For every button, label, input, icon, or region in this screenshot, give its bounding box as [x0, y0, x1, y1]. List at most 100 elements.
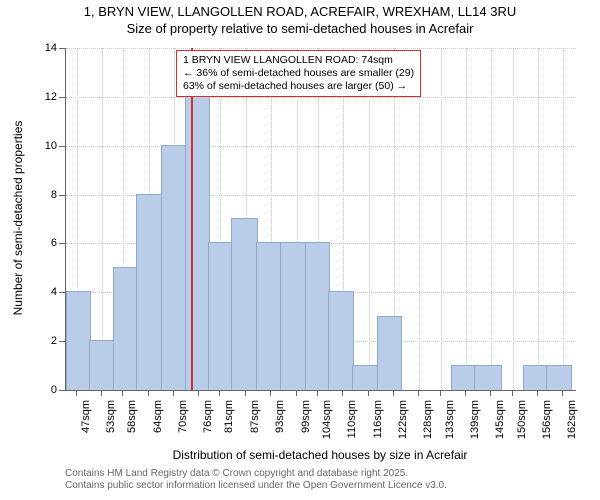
histogram-bar [474, 365, 501, 390]
marker-line [191, 48, 193, 390]
x-tick [490, 390, 491, 396]
x-tick-label: 70sqm [177, 400, 189, 448]
x-tick-label: 122sqm [397, 400, 409, 448]
x-tick [219, 390, 220, 396]
x-tick-label: 150sqm [516, 400, 528, 448]
histogram-bar [546, 365, 571, 390]
y-tick-label: 4 [29, 286, 57, 298]
histogram-bar [352, 365, 379, 390]
grid-vline [419, 48, 420, 390]
x-tick [537, 390, 538, 396]
histogram-bar [66, 291, 91, 390]
histogram-bar [451, 365, 476, 390]
x-tick [148, 390, 149, 396]
annotation-line-3: 63% of semi-detached houses are larger (… [183, 80, 407, 92]
grid-hline [66, 48, 576, 49]
x-tick [440, 390, 441, 396]
histogram-bar [161, 145, 186, 390]
chart-title: 1, BRYN VIEW, LLANGOLLEN ROAD, ACREFAIR,… [0, 0, 600, 38]
title-line-2: Size of property relative to semi-detach… [127, 21, 474, 36]
y-axis-label: Number of semi-detached properties [11, 108, 25, 328]
grid-hline [66, 146, 576, 147]
histogram-bar [377, 316, 402, 390]
x-tick [418, 390, 419, 396]
histogram-bar [136, 194, 163, 390]
y-tick-label: 2 [29, 335, 57, 347]
x-tick-label: 81sqm [223, 400, 235, 448]
grid-vline [513, 48, 514, 390]
grid-vline [563, 48, 564, 390]
x-tick-label: 145sqm [494, 400, 506, 448]
attribution-line-1: Contains HM Land Registry data © Crown c… [65, 468, 408, 479]
x-tick-label: 156sqm [541, 400, 553, 448]
x-tick-label: 104sqm [321, 400, 333, 448]
y-tick-label: 6 [29, 237, 57, 249]
y-tick-label: 8 [29, 189, 57, 201]
attribution-text: Contains HM Land Registry data © Crown c… [65, 468, 447, 492]
y-tick-label: 12 [29, 91, 57, 103]
x-tick-label: 87sqm [249, 400, 261, 448]
attribution-line-2: Contains public sector information licen… [65, 480, 447, 491]
x-tick-label: 128sqm [422, 400, 434, 448]
grid-vline [491, 48, 492, 390]
annotation-line-1: 1 BRYN VIEW LLANGOLLEN ROAD: 74sqm [183, 54, 393, 66]
x-tick-label: 116sqm [372, 400, 384, 448]
x-tick [465, 390, 466, 396]
grid-vline [441, 48, 442, 390]
x-tick [368, 390, 369, 396]
histogram-bar [89, 340, 114, 390]
y-tick [59, 390, 65, 391]
grid-vline [369, 48, 370, 390]
y-tick [59, 292, 65, 293]
histogram-bar [185, 96, 210, 390]
y-tick [59, 243, 65, 244]
x-tick [393, 390, 394, 396]
x-tick-label: 53sqm [105, 400, 117, 448]
x-tick [270, 390, 271, 396]
grid-vline [102, 48, 103, 390]
y-tick-label: 0 [29, 384, 57, 396]
annotation-box: 1 BRYN VIEW LLANGOLLEN ROAD: 74sqm ← 36%… [176, 50, 421, 97]
y-tick-label: 14 [29, 42, 57, 54]
x-tick-label: 64sqm [152, 400, 164, 448]
histogram-bar [328, 291, 353, 390]
x-tick-label: 133sqm [444, 400, 456, 448]
x-tick-label: 47sqm [80, 400, 92, 448]
grid-vline [466, 48, 467, 390]
x-tick [342, 390, 343, 396]
x-tick-label: 76sqm [202, 400, 214, 448]
y-tick [59, 48, 65, 49]
x-tick-label: 110sqm [346, 400, 358, 448]
x-tick [76, 390, 77, 396]
x-tick [101, 390, 102, 396]
histogram-bar [208, 242, 233, 390]
histogram-bar [305, 242, 330, 390]
y-tick-label: 10 [29, 140, 57, 152]
y-tick [59, 341, 65, 342]
histogram-bar [113, 267, 138, 390]
x-axis-label: Distribution of semi-detached houses by … [65, 448, 575, 462]
x-tick [122, 390, 123, 396]
grid-vline [538, 48, 539, 390]
histogram-bar [523, 365, 548, 390]
chart-container: 1, BRYN VIEW, LLANGOLLEN ROAD, ACREFAIR,… [0, 0, 600, 500]
x-tick-label: 139sqm [469, 400, 481, 448]
x-tick [173, 390, 174, 396]
histogram-bar [280, 242, 307, 390]
x-tick [562, 390, 563, 396]
x-tick [296, 390, 297, 396]
x-tick-label: 93sqm [274, 400, 286, 448]
x-tick [245, 390, 246, 396]
plot-area: 1 BRYN VIEW LLANGOLLEN ROAD: 74sqm ← 36%… [65, 48, 576, 391]
x-tick-label: 58sqm [126, 400, 138, 448]
x-tick [198, 390, 199, 396]
histogram-bar [231, 218, 258, 390]
y-tick [59, 146, 65, 147]
x-tick [512, 390, 513, 396]
histogram-bar [256, 242, 281, 390]
x-tick-label: 99sqm [300, 400, 312, 448]
y-tick [59, 195, 65, 196]
x-tick-label: 162sqm [566, 400, 578, 448]
x-tick [317, 390, 318, 396]
annotation-line-2: ← 36% of semi-detached houses are smalle… [183, 67, 414, 79]
